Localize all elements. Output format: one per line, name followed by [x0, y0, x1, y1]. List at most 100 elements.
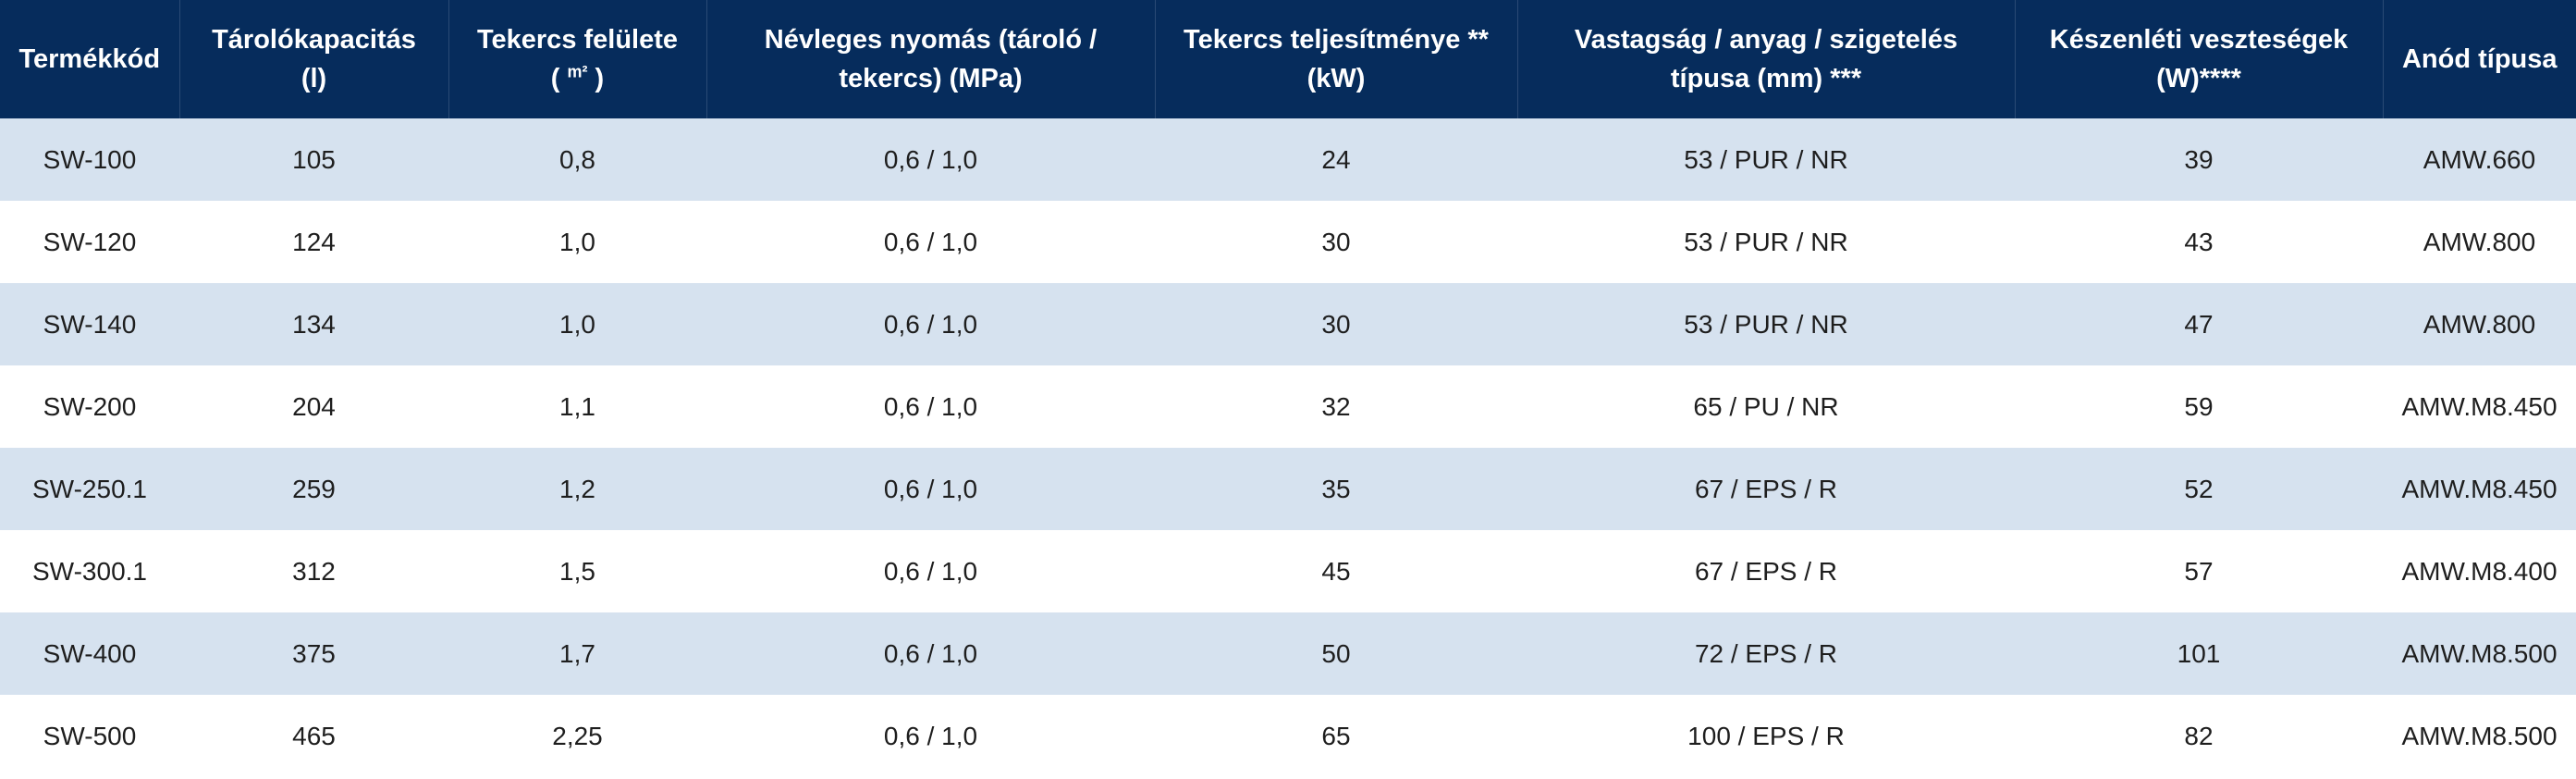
header-label: Tekercs felülete	[476, 25, 679, 55]
header-label-unit-sup: m²	[567, 62, 588, 81]
cell-product-code: SW-250.1	[0, 448, 179, 530]
cell-standby-loss: 59	[2015, 365, 2383, 448]
table-row: SW-200 204 1,1 0,6 / 1,0 32 65 / PU / NR…	[0, 365, 2576, 448]
cell-nominal-pressure: 0,6 / 1,0	[706, 530, 1155, 612]
cell-anode-type: AMW.M8.500	[2383, 612, 2576, 695]
cell-product-code: SW-400	[0, 612, 179, 695]
header-anode-type: Anód típusa	[2383, 0, 2576, 118]
header-coil-power: Tekercs teljesítménye ** (kW)	[1155, 0, 1518, 118]
header-label: Anód típusa	[2401, 44, 2558, 74]
cell-insulation: 53 / PUR / NR	[1517, 201, 2015, 283]
header-label: Termékkód	[18, 44, 161, 74]
cell-coil-power: 45	[1155, 530, 1517, 612]
cell-product-code: SW-500	[0, 695, 179, 777]
cell-storage-capacity: 124	[179, 201, 448, 283]
table-row: SW-400 375 1,7 0,6 / 1,0 50 72 / EPS / R…	[0, 612, 2576, 695]
cell-coil-power: 65	[1155, 695, 1517, 777]
cell-coil-surface: 1,2	[448, 448, 706, 530]
table-row: SW-300.1 312 1,5 0,6 / 1,0 45 67 / EPS /…	[0, 530, 2576, 612]
table-row: SW-250.1 259 1,2 0,6 / 1,0 35 67 / EPS /…	[0, 448, 2576, 530]
header-label-unit: (kW)	[1306, 64, 1366, 93]
table-body: SW-100 105 0,8 0,6 / 1,0 24 53 / PUR / N…	[0, 118, 2576, 777]
header-insulation: Vastagság / anyag / szigetelés típusa (m…	[1517, 0, 2016, 118]
cell-anode-type: AMW.800	[2383, 201, 2576, 283]
cell-product-code: SW-300.1	[0, 530, 179, 612]
header-row: Termékkód Tárolókapacitás (l) Tekercs fe…	[0, 0, 2576, 118]
cell-product-code: SW-100	[0, 118, 179, 201]
header-label-unit: (W)****	[2156, 64, 2241, 93]
cell-insulation: 72 / EPS / R	[1517, 612, 2015, 695]
cell-nominal-pressure: 0,6 / 1,0	[706, 118, 1155, 201]
cell-insulation: 67 / EPS / R	[1517, 448, 2015, 530]
cell-coil-power: 35	[1155, 448, 1517, 530]
cell-nominal-pressure: 0,6 / 1,0	[706, 201, 1155, 283]
cell-product-code: SW-120	[0, 201, 179, 283]
cell-coil-surface: 2,25	[448, 695, 706, 777]
header-nominal-pressure: Névleges nyomás (tároló / tekercs) (MPa)	[706, 0, 1156, 118]
header-label: Készenléti veszteségek	[2049, 25, 2349, 55]
cell-coil-surface: 1,0	[448, 201, 706, 283]
table-row: SW-140 134 1,0 0,6 / 1,0 30 53 / PUR / N…	[0, 283, 2576, 365]
header-label-unit-open: (	[550, 64, 568, 93]
cell-standby-loss: 52	[2015, 448, 2383, 530]
cell-nominal-pressure: 0,6 / 1,0	[706, 612, 1155, 695]
cell-product-code: SW-200	[0, 365, 179, 448]
cell-coil-power: 30	[1155, 283, 1517, 365]
cell-nominal-pressure: 0,6 / 1,0	[706, 365, 1155, 448]
header-storage-capacity: Tárolókapacitás (l)	[179, 0, 449, 118]
cell-nominal-pressure: 0,6 / 1,0	[706, 448, 1155, 530]
cell-anode-type: AMW.M8.400	[2383, 530, 2576, 612]
cell-coil-power: 30	[1155, 201, 1517, 283]
header-label: Tekercs teljesítménye **	[1184, 25, 1489, 55]
cell-insulation: 67 / EPS / R	[1517, 530, 2015, 612]
cell-product-code: SW-140	[0, 283, 179, 365]
table-row: SW-500 465 2,25 0,6 / 1,0 65 100 / EPS /…	[0, 695, 2576, 777]
cell-insulation: 53 / PUR / NR	[1517, 283, 2015, 365]
table-header: Termékkód Tárolókapacitás (l) Tekercs fe…	[0, 0, 2576, 118]
cell-anode-type: AMW.800	[2383, 283, 2576, 365]
header-label-unit: típusa (mm) ***	[1670, 64, 1862, 93]
header-coil-surface: Tekercs felülete ( m² )	[448, 0, 707, 118]
cell-storage-capacity: 134	[179, 283, 448, 365]
cell-coil-surface: 1,0	[448, 283, 706, 365]
header-label: Névleges nyomás (tároló /	[764, 25, 1098, 55]
cell-anode-type: AMW.M8.450	[2383, 365, 2576, 448]
table-row: SW-120 124 1,0 0,6 / 1,0 30 53 / PUR / N…	[0, 201, 2576, 283]
cell-storage-capacity: 312	[179, 530, 448, 612]
cell-anode-type: AMW.660	[2383, 118, 2576, 201]
cell-standby-loss: 39	[2015, 118, 2383, 201]
cell-insulation: 65 / PU / NR	[1517, 365, 2015, 448]
cell-anode-type: AMW.M8.450	[2383, 448, 2576, 530]
cell-coil-power: 24	[1155, 118, 1517, 201]
header-product-code: Termékkód	[0, 0, 180, 118]
cell-storage-capacity: 105	[179, 118, 448, 201]
cell-nominal-pressure: 0,6 / 1,0	[706, 283, 1155, 365]
cell-storage-capacity: 465	[179, 695, 448, 777]
cell-insulation: 100 / EPS / R	[1517, 695, 2015, 777]
header-label: Vastagság / anyag / szigetelés	[1574, 25, 1958, 55]
cell-standby-loss: 82	[2015, 695, 2383, 777]
cell-standby-loss: 43	[2015, 201, 2383, 283]
cell-coil-power: 50	[1155, 612, 1517, 695]
cell-storage-capacity: 375	[179, 612, 448, 695]
header-label-unit: tekercs) (MPa)	[839, 64, 1023, 93]
cell-coil-power: 32	[1155, 365, 1517, 448]
cell-standby-loss: 101	[2015, 612, 2383, 695]
cell-standby-loss: 57	[2015, 530, 2383, 612]
cell-standby-loss: 47	[2015, 283, 2383, 365]
cell-coil-surface: 1,7	[448, 612, 706, 695]
table-row: SW-100 105 0,8 0,6 / 1,0 24 53 / PUR / N…	[0, 118, 2576, 201]
cell-coil-surface: 0,8	[448, 118, 706, 201]
cell-coil-surface: 1,1	[448, 365, 706, 448]
cell-insulation: 53 / PUR / NR	[1517, 118, 2015, 201]
header-label-unit: (l)	[301, 64, 327, 93]
cell-anode-type: AMW.M8.500	[2383, 695, 2576, 777]
header-standby-loss: Készenléti veszteségek (W)****	[2015, 0, 2384, 118]
cell-storage-capacity: 204	[179, 365, 448, 448]
cell-storage-capacity: 259	[179, 448, 448, 530]
cell-nominal-pressure: 0,6 / 1,0	[706, 695, 1155, 777]
cell-coil-surface: 1,5	[448, 530, 706, 612]
header-label-unit-close: )	[587, 64, 605, 93]
header-label: Tárolókapacitás	[212, 25, 416, 55]
